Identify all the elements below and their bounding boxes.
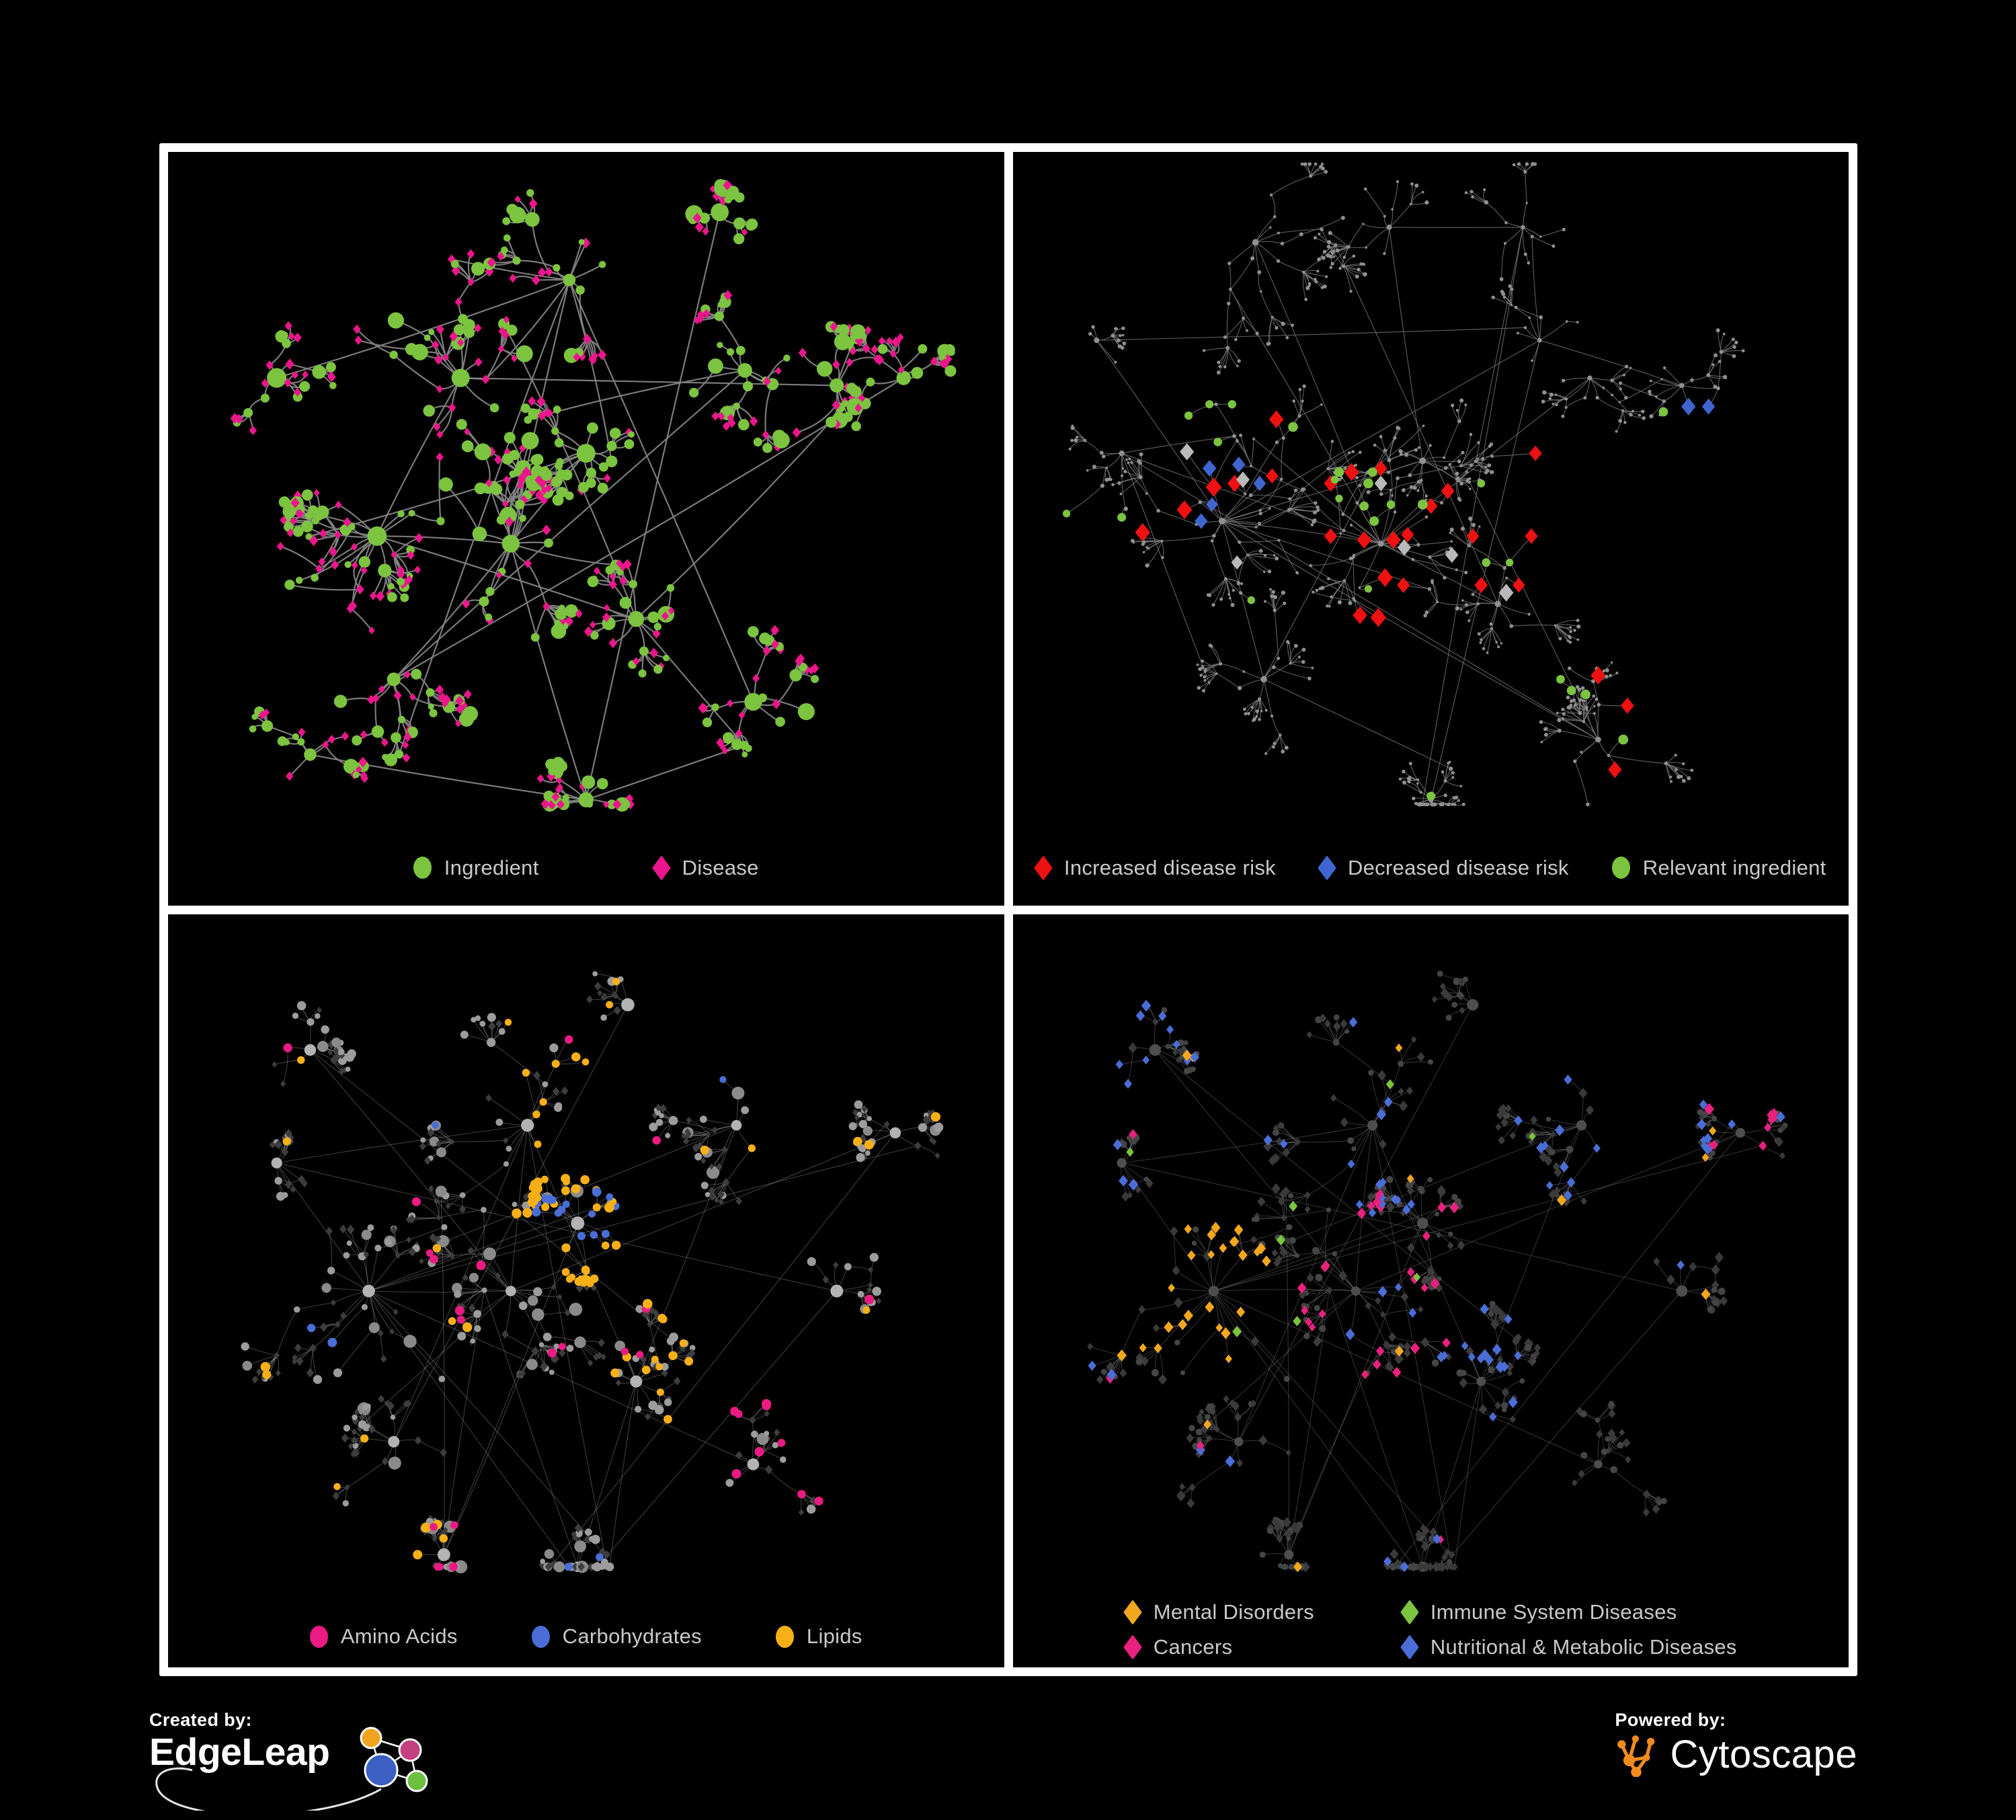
- legend: Increased disease risk Decreased disease…: [1013, 855, 1849, 881]
- legend-item: Increased disease risk: [1033, 855, 1276, 881]
- legend-label: Carbohydrates: [562, 1624, 702, 1648]
- amino-acids-marker-icon: [309, 1625, 328, 1648]
- edgeleap-wordmark: EdgeLeap: [149, 1731, 330, 1774]
- legend: Ingredient Disease: [168, 855, 1004, 881]
- legend-label: Nutritional & Metabolic Diseases: [1430, 1635, 1737, 1659]
- legend-item: Decreased disease risk: [1318, 855, 1569, 881]
- disease-marker-icon: [651, 855, 671, 881]
- legend: Amino Acids Carbohydrates Lipids: [168, 1624, 1004, 1649]
- legend-label: Disease: [682, 855, 759, 879]
- cytoscape-credit: Powered by: Cytoscape: [1615, 1710, 1857, 1777]
- panel-ingredient-classes: Amino Acids Carbohydrates Lipids: [168, 914, 1004, 1667]
- powered-by-label: Powered by:: [1615, 1710, 1726, 1730]
- disease-classes-network-canvas: [1086, 970, 1787, 1573]
- legend-label: Relevant ingredient: [1642, 855, 1826, 879]
- ingredient-classes-network-canvas: [241, 970, 944, 1573]
- figure-grid: Ingredient Disease Increased disease ris…: [159, 143, 1857, 1676]
- legend-label: Decreased disease risk: [1347, 855, 1569, 879]
- increased-risk-marker-icon: [1033, 855, 1053, 881]
- legend-label: Immune System Diseases: [1430, 1600, 1677, 1624]
- legend-item: Cancers: [1123, 1634, 1314, 1660]
- relevant-ingredient-marker-icon: [1611, 857, 1630, 879]
- lipids-marker-icon: [775, 1625, 794, 1648]
- decreased-risk-marker-icon: [1318, 855, 1336, 881]
- legend-label: Amino Acids: [340, 1624, 458, 1648]
- legend-label: Ingredient: [444, 855, 539, 879]
- legend-label: Increased disease risk: [1063, 855, 1276, 879]
- disease-risk-network-canvas: [1062, 162, 1745, 807]
- legend-item: Amino Acids: [309, 1624, 458, 1649]
- legend-item: Nutritional & Metabolic Diseases: [1400, 1634, 1737, 1660]
- panel-ingredient-disease: Ingredient Disease: [168, 152, 1004, 906]
- cytoscape-wordmark: Cytoscape: [1670, 1733, 1857, 1776]
- ingredient-marker-icon: [413, 857, 432, 879]
- immune-system-diseases-marker-icon: [1400, 1599, 1419, 1625]
- panel-disease-classes: Mental Disorders Immune System Diseases …: [1012, 914, 1849, 1667]
- cytoscape-logo-icon: [1617, 1735, 1655, 1777]
- ingredient-disease-network-canvas: [230, 179, 957, 812]
- cancers-marker-icon: [1123, 1634, 1142, 1660]
- edgeleap-credit: Created by: EdgeLeap: [149, 1710, 499, 1811]
- legend-item: Carbohydrates: [531, 1624, 702, 1649]
- legend: Mental Disorders Immune System Diseases …: [1013, 1599, 1849, 1660]
- legend-item: Relevant ingredient: [1611, 855, 1826, 880]
- legend-item: Ingredient: [413, 856, 539, 880]
- mental-disorders-marker-icon: [1123, 1599, 1142, 1625]
- legend-label: Cancers: [1153, 1635, 1233, 1659]
- legend-item: Mental Disorders: [1123, 1599, 1314, 1625]
- legend-label: Lipids: [806, 1624, 862, 1648]
- legend-item: Immune System Diseases: [1400, 1599, 1737, 1625]
- carbohydrates-marker-icon: [531, 1625, 550, 1648]
- legend-item: Disease: [651, 855, 759, 881]
- created-by-label: Created by:: [149, 1710, 252, 1730]
- legend-item: Lipids: [775, 1624, 862, 1649]
- legend-label: Mental Disorders: [1153, 1600, 1314, 1624]
- panel-disease-risk: Increased disease risk Decreased disease…: [1012, 152, 1849, 906]
- nutritional-metabolic-diseases-marker-icon: [1400, 1634, 1419, 1660]
